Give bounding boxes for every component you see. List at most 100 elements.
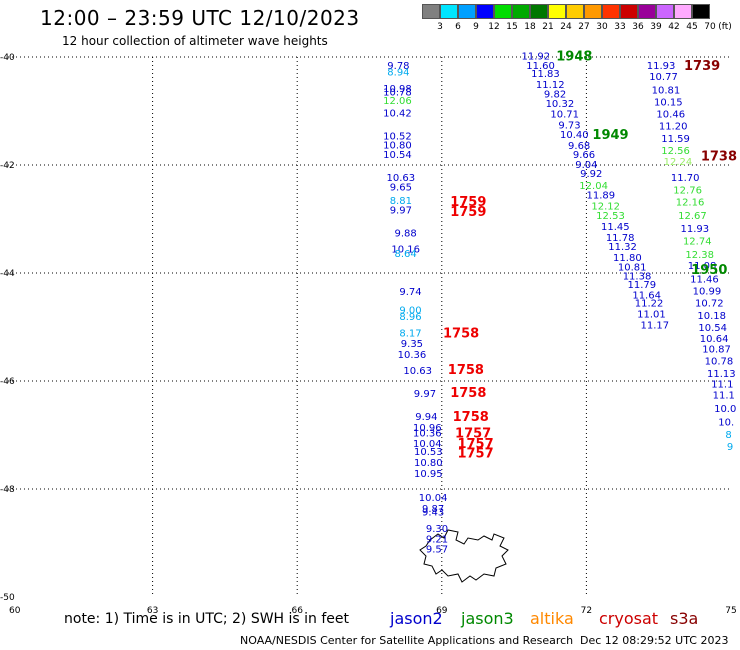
satellite-label: altika — [530, 609, 574, 628]
wave-height-value: 8.81 — [390, 196, 412, 207]
wave-height-value: 8 — [725, 430, 731, 441]
lat-tick-label: -44 — [0, 269, 15, 279]
wave-height-value: 10.54 — [698, 323, 727, 334]
legend-swatch — [566, 4, 584, 19]
wave-height-value: 9.21 — [426, 535, 448, 546]
wave-height-value: 9.04 — [575, 160, 597, 171]
wave-height-value: 10.72 — [695, 299, 724, 310]
satellite-label: jason2 — [390, 609, 443, 628]
wave-height-value: 11.1 — [713, 391, 735, 402]
lon-tick-label: 69 — [436, 606, 448, 616]
legend-swatch — [530, 4, 548, 19]
wave-height-value: 10.78 — [705, 356, 734, 367]
wave-height-value: 11.13 — [707, 369, 736, 380]
legend-swatch — [548, 4, 566, 19]
wave-height-value: 8.17 — [399, 328, 421, 339]
legend-label: 70 — [704, 22, 716, 32]
pass-time-label: 1757 — [457, 446, 493, 461]
wave-height-value: 10.04 — [419, 493, 448, 504]
pass-time-label: 1757 — [457, 437, 493, 452]
wave-height-value: 10.16 — [391, 245, 420, 256]
legend-swatch — [620, 4, 638, 19]
legend-label: 18 — [524, 22, 536, 32]
wave-height-value: 9.97 — [414, 389, 436, 400]
legend-label: 27 — [578, 22, 590, 32]
wave-height-value: 9.65 — [390, 183, 412, 194]
wave-height-value: 12.24 — [664, 157, 693, 168]
wave-height-value: 10.36 — [398, 350, 427, 361]
wave-height-value: 10.63 — [403, 366, 432, 377]
wave-height-value: 9.30 — [426, 524, 448, 535]
wave-height-value: 12.16 — [676, 198, 705, 209]
legend-swatch — [656, 4, 674, 19]
wave-height-value: 11.17 — [641, 320, 670, 331]
wave-height-value: 11.59 — [661, 134, 690, 145]
pass-time-label: 1758 — [443, 326, 479, 341]
legend-label: 21 — [542, 22, 554, 32]
wave-height-value: 12.67 — [678, 211, 707, 222]
wave-height-value: 11.83 — [531, 69, 560, 80]
pass-time-label: 1759 — [450, 195, 486, 210]
wave-height-value: 9 — [727, 442, 733, 453]
wave-height-value: 10.78 — [383, 88, 412, 99]
legend-label: 36 — [632, 22, 644, 32]
wave-height-value: 9.73 — [558, 121, 580, 132]
legend-swatch — [476, 4, 494, 19]
wave-height-value: 10.46 — [656, 110, 685, 121]
wave-height-value: 11.01 — [637, 310, 666, 321]
wave-height-value: 9.94 — [415, 412, 437, 423]
wave-height-value: 12.76 — [673, 185, 702, 196]
wave-height-value: 11.1 — [711, 380, 733, 391]
legend-label: 12 — [488, 22, 500, 32]
pass-time-label: 1757 — [455, 426, 491, 441]
wave-height-value: 10.81 — [618, 263, 647, 274]
wave-height-value: 12.12 — [591, 202, 620, 213]
legend-label: 3 — [437, 22, 443, 32]
wave-height-value: 11.60 — [526, 61, 555, 72]
footer-note: note: 1) Time is in UTC; 2) SWH is in fe… — [64, 611, 350, 627]
wave-height-value: 11.80 — [613, 253, 642, 264]
satellite-label: s3a — [670, 609, 699, 628]
wave-height-value: 10.98 — [383, 84, 412, 95]
wave-height-value: 9.92 — [580, 169, 602, 180]
wave-height-value: 11.22 — [635, 299, 664, 310]
pass-time-label: 1948 — [556, 49, 592, 64]
lat-tick-label: -48 — [0, 485, 15, 495]
wave-height-value: 10.04 — [413, 439, 442, 450]
wave-height-value: 11.70 — [671, 173, 700, 184]
lat-tick-label: -46 — [0, 377, 15, 387]
wave-height-value: 12.38 — [685, 250, 714, 261]
wave-height-value: 11.38 — [623, 272, 652, 283]
legend-label: 15 — [506, 22, 518, 32]
footer-credit: NOAA/NESDIS Center for Satellite Applica… — [240, 634, 574, 647]
lat-tick-label: -40 — [0, 53, 15, 63]
wave-height-value: 10. — [718, 418, 734, 429]
wave-height-value: 11.78 — [606, 233, 635, 244]
wave-height-value: 11.79 — [628, 280, 657, 291]
legend-swatch — [638, 4, 656, 19]
wave-height-value: 9.57 — [426, 544, 448, 555]
pass-time-label: 1758 — [448, 363, 484, 378]
wave-height-value: 10.36 — [413, 428, 442, 439]
wave-height-value: 10.40 — [560, 130, 589, 141]
page-subtitle: 12 hour collection of altimeter wave hei… — [62, 34, 328, 48]
axis-labels: -40 -42 -44 -46 -48 -50 60 63 66 69 72 75 — [0, 53, 737, 616]
lat-tick-label: -50 — [0, 593, 15, 603]
wave-height-value: 10.99 — [693, 286, 722, 297]
wave-height-value: 8.94 — [387, 68, 409, 79]
wave-height-value: 9.78 — [387, 61, 409, 72]
wave-height-value: 10.0 — [714, 404, 736, 415]
wave-height-value: 9.35 — [401, 339, 423, 350]
pass-time-label: 1738 — [701, 149, 737, 164]
wave-height-value: 10.63 — [387, 173, 416, 184]
wave-height-value: 9.43 — [422, 508, 444, 519]
satellite-label: jason3 — [461, 609, 514, 628]
wave-height-value: 9.74 — [399, 287, 421, 298]
lon-tick-label: 75 — [725, 606, 736, 616]
wave-height-value: 11.64 — [632, 291, 661, 302]
generated-timestamp: Dec 12 08:29:52 UTC 2023 — [580, 634, 729, 647]
wave-height-value: 9.88 — [395, 229, 417, 240]
wave-height-value: 11.08 — [688, 261, 717, 272]
